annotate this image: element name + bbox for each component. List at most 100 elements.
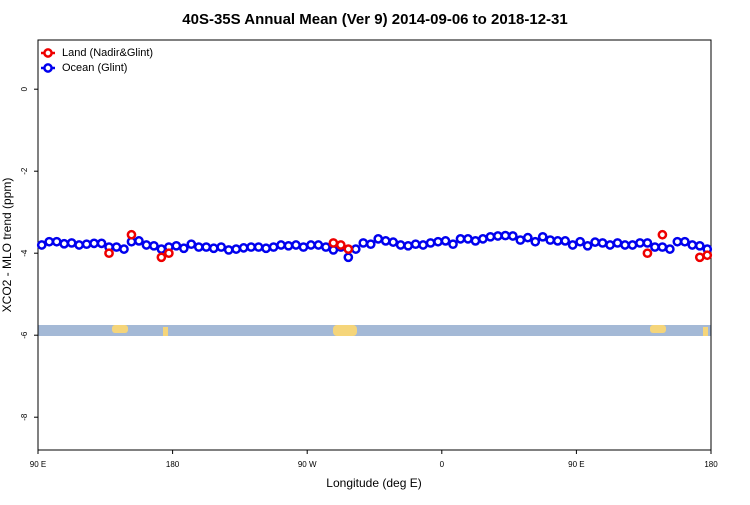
point xyxy=(380,236,391,246)
point xyxy=(66,238,77,248)
point xyxy=(81,239,92,250)
point xyxy=(306,240,316,250)
point xyxy=(178,243,189,254)
point xyxy=(545,235,556,245)
point xyxy=(500,230,511,241)
point xyxy=(291,240,301,250)
x-tick-label: 180 xyxy=(166,460,180,469)
x-tick-label: 90 W xyxy=(298,460,317,469)
point xyxy=(560,236,571,246)
point xyxy=(268,242,279,252)
point xyxy=(365,239,376,250)
y-tick-label: -2 xyxy=(20,167,29,175)
point xyxy=(605,240,615,250)
point xyxy=(134,236,144,246)
legend-marker xyxy=(43,48,53,58)
point xyxy=(672,236,683,247)
point xyxy=(388,237,399,247)
point xyxy=(246,242,256,252)
point xyxy=(51,236,62,247)
point xyxy=(298,242,309,252)
point xyxy=(336,240,346,250)
point xyxy=(448,239,458,250)
point xyxy=(597,238,608,248)
point xyxy=(635,238,645,248)
y-tick-label: 0 xyxy=(20,86,29,91)
point xyxy=(261,243,271,254)
y-axis-label: XCO2 - MLO trend (ppm) xyxy=(0,178,14,313)
point xyxy=(253,242,264,252)
point xyxy=(350,244,361,254)
point xyxy=(455,234,466,244)
point xyxy=(373,234,384,244)
point xyxy=(410,239,421,250)
point xyxy=(156,252,167,263)
point xyxy=(507,231,518,241)
point xyxy=(74,240,84,250)
point xyxy=(395,240,406,250)
point xyxy=(515,235,526,245)
point xyxy=(201,242,212,252)
point xyxy=(530,236,541,247)
point xyxy=(425,238,436,248)
point xyxy=(126,229,137,240)
point xyxy=(44,236,55,247)
chart-title: 40S-35S Annual Mean (Ver 9) 2014-09-06 t… xyxy=(182,11,567,28)
point xyxy=(470,236,481,246)
point xyxy=(433,236,443,247)
point xyxy=(343,244,354,254)
point xyxy=(590,237,600,247)
point xyxy=(463,234,473,244)
point xyxy=(679,236,690,247)
point xyxy=(208,243,219,254)
point xyxy=(612,238,623,248)
point xyxy=(89,238,99,249)
point xyxy=(418,240,428,250)
point xyxy=(642,238,653,248)
point xyxy=(231,244,242,254)
point xyxy=(627,240,638,250)
point xyxy=(141,240,152,250)
point xyxy=(164,248,174,259)
point xyxy=(575,236,585,247)
point xyxy=(582,240,593,251)
land-mask xyxy=(38,325,711,336)
point xyxy=(522,232,533,243)
legend-marker xyxy=(43,63,53,73)
point xyxy=(687,240,698,250)
x-tick-label: 0 xyxy=(440,460,445,469)
point xyxy=(694,252,705,263)
x-tick-label: 90 E xyxy=(568,460,584,469)
point xyxy=(650,242,660,252)
x-axis-label: Longitude (deg E) xyxy=(326,476,421,490)
point xyxy=(223,245,234,255)
point xyxy=(111,242,122,252)
legend-label: Land (Nadir&Glint) xyxy=(62,47,153,59)
point xyxy=(119,244,129,254)
point xyxy=(186,239,197,250)
point xyxy=(149,240,159,251)
point xyxy=(328,238,339,248)
point xyxy=(642,248,653,259)
point xyxy=(171,240,182,251)
point xyxy=(657,242,668,252)
point xyxy=(238,243,249,253)
point xyxy=(493,231,503,241)
point xyxy=(59,238,70,249)
point xyxy=(216,242,227,252)
point xyxy=(313,240,324,250)
point xyxy=(567,240,578,250)
point xyxy=(694,240,705,251)
point xyxy=(96,238,107,249)
point xyxy=(156,244,167,254)
y-tick-label: -4 xyxy=(20,249,29,257)
point xyxy=(343,252,354,263)
legend-label: Ocean (Glint) xyxy=(62,62,127,74)
point xyxy=(283,240,294,251)
point xyxy=(657,229,668,240)
point xyxy=(665,244,675,254)
y-tick-label: -6 xyxy=(20,331,29,339)
point xyxy=(702,250,713,261)
point xyxy=(193,242,204,252)
